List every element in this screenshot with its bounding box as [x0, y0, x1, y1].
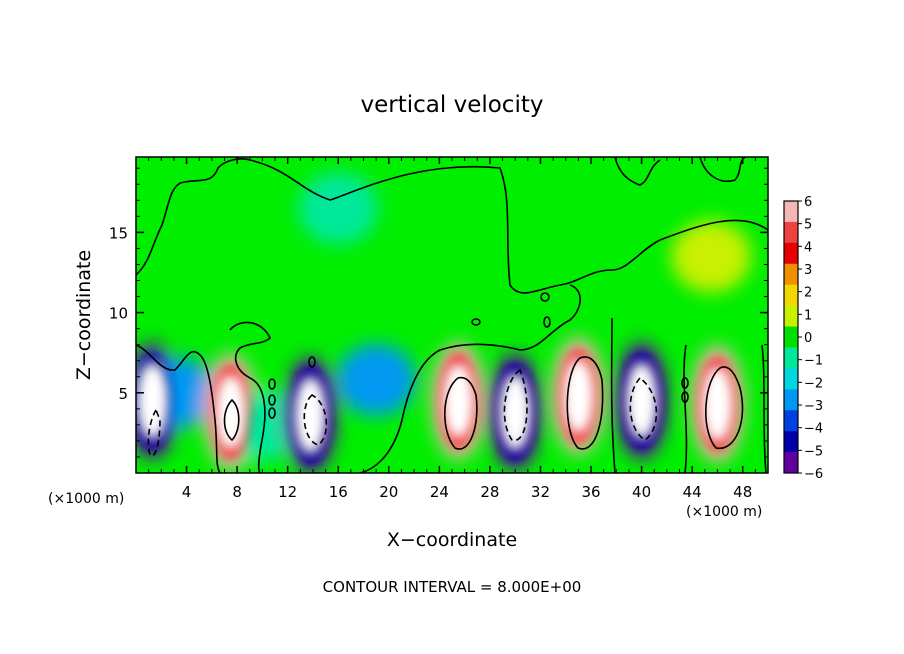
y-tick-label-5: 5	[118, 385, 128, 403]
x-tick-label-36: 36	[581, 483, 600, 501]
velocity-cell-core-9	[565, 361, 592, 431]
y-tick-label-15: 15	[109, 224, 128, 242]
x-tick-label-28: 28	[480, 483, 499, 501]
contour-interval-footer: CONTOUR INTERVAL = 8.000E+00	[323, 578, 582, 596]
contour-zero-edge	[761, 344, 767, 473]
x-tick-label-40: 40	[632, 483, 651, 501]
colorbar-swatch--1	[784, 347, 798, 369]
contour-zero-center	[359, 284, 581, 473]
x-tick-label-8: 8	[232, 483, 242, 501]
contour-pos-2	[444, 376, 478, 450]
velocity-cell-core-7	[445, 366, 472, 436]
x-tick-label-4: 4	[182, 483, 192, 501]
contour-zero-far-right	[683, 344, 688, 473]
x-tick-label-12: 12	[278, 483, 297, 501]
colorbar: 6 5 4 3 2 1 0 −1 −2 −3 −4 −5 −6	[783, 195, 823, 482]
x-unit-right: (×1000 m)	[686, 504, 762, 520]
x-axis-label: X−coordinate	[387, 529, 517, 551]
contour-pos-1	[223, 398, 240, 442]
velocity-cell-6	[336, 343, 417, 416]
colorbar-swatch-3	[784, 263, 798, 286]
colorbar-swatch-2	[784, 284, 798, 307]
colorbar-swatch-6	[784, 201, 798, 223]
velocity-cell-core-1	[139, 366, 166, 436]
colorbar-swatch-1	[784, 305, 798, 328]
contour-zero-lower	[136, 344, 221, 473]
x-unit-left: (×1000 m)	[48, 491, 124, 507]
plot-area	[136, 157, 768, 473]
colorbar-label-2: 2	[804, 286, 812, 301]
velocity-cell-core-10	[628, 366, 655, 436]
x-tick-label-48: 48	[733, 483, 752, 501]
x-tick-label-20: 20	[379, 483, 398, 501]
contour-neg-dashed-1	[147, 408, 161, 457]
y-tick-label-10: 10	[109, 305, 128, 323]
velocity-cell-core-5	[297, 380, 324, 451]
colorbar-label--2: −2	[804, 376, 823, 391]
contour-small-loop-9	[681, 391, 689, 403]
colorbar-label--5: −5	[804, 444, 823, 459]
colorbar-label-1: 1	[804, 308, 812, 323]
x-tick-label-24: 24	[430, 483, 449, 501]
contour-small-loop-5	[540, 292, 550, 302]
colorbar-swatch-5	[784, 221, 798, 244]
contour-zero-upper	[136, 158, 768, 294]
velocity-cell-core-11	[704, 369, 731, 439]
contour-neg-dashed-4	[629, 376, 658, 441]
contour-pos-3	[566, 356, 604, 450]
contour-zero-right	[610, 317, 616, 473]
colorbar-swatch--6	[784, 452, 798, 474]
colorbar-swatch-0	[784, 326, 798, 348]
colorbar-swatch-4	[784, 242, 798, 265]
contour-small-loop-7	[471, 318, 481, 326]
velocity-cell-13	[298, 172, 379, 245]
colorbar-swatch--4	[784, 410, 798, 432]
colorbar-swatch--2	[784, 368, 798, 390]
colorbar-label--4: −4	[804, 422, 823, 437]
contour-zero-top-right	[614, 157, 661, 186]
contour-lines	[136, 157, 768, 473]
contour-neg-dashed-3	[503, 368, 528, 441]
x-tick-label-16: 16	[329, 483, 348, 501]
contour-small-loop-1	[268, 378, 276, 390]
contour-zero-mid	[229, 321, 271, 473]
contour-small-loop-2	[268, 394, 276, 406]
velocity-cell-core-8	[502, 377, 529, 447]
colorbar-label-4: 4	[804, 240, 812, 255]
colorbar-label-5: 5	[804, 218, 812, 233]
colorbar-label-6: 6	[804, 195, 812, 210]
colorbar-swatch--5	[784, 431, 798, 453]
x-axis: 4 8 12 16 20 24 28 32 36 40 44 48	[148, 157, 756, 501]
contour-small-loop-8	[681, 377, 689, 389]
velocity-cell-12	[671, 220, 752, 293]
contour-pos-4	[705, 366, 744, 449]
x-tick-label-44: 44	[683, 483, 702, 501]
velocity-cell-core-3	[217, 377, 244, 447]
colorbar-label-3: 3	[804, 263, 812, 278]
x-tick-label-32: 32	[531, 483, 550, 501]
contour-zero-top-right-2	[699, 157, 746, 182]
chart-title: vertical velocity	[361, 92, 544, 118]
colorbar-label-0: 0	[804, 331, 812, 346]
contour-small-loop-4	[308, 356, 316, 368]
colorbar-label--6: −6	[804, 467, 823, 482]
y-axis: 5 10 15	[109, 167, 768, 458]
y-axis-label: Z−coordinate	[73, 250, 95, 380]
colorbar-label--3: −3	[804, 399, 823, 414]
colorbar-label--1: −1	[804, 354, 823, 369]
contour-small-loop-3	[268, 407, 276, 419]
contour-small-loop-6	[543, 316, 551, 328]
colorbar-swatch--3	[784, 389, 798, 411]
